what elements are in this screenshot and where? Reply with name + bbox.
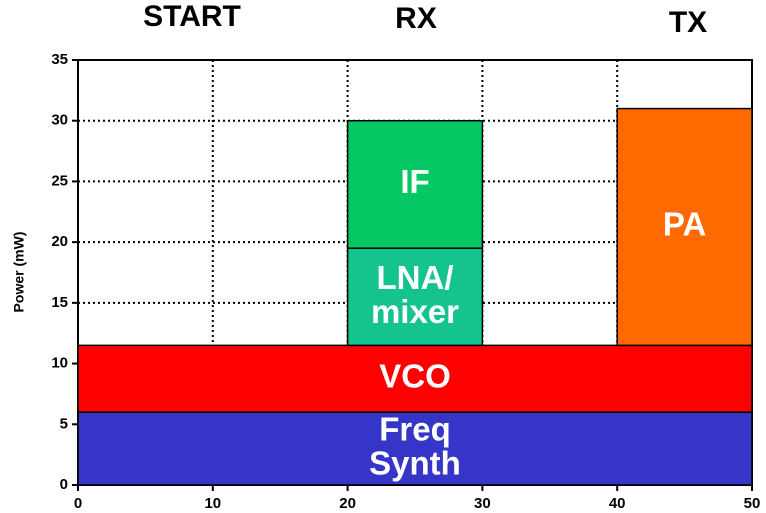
y-tick-label: 5: [60, 415, 68, 432]
y-tick-label: 30: [51, 112, 68, 129]
y-tick-label: 20: [51, 233, 68, 250]
x-tick-label: 40: [609, 495, 626, 512]
y-tick-label: 25: [51, 172, 68, 189]
block: [616, 107, 753, 347]
y-tick-label: 35: [51, 51, 68, 68]
x-tick-label: 10: [204, 495, 221, 512]
phase-label: RX: [395, 2, 437, 35]
y-tick-label: 0: [60, 476, 68, 493]
phase-label: TX: [669, 6, 707, 39]
x-tick-label: 50: [744, 495, 761, 512]
block-label: PA: [663, 206, 706, 243]
block-label-line: LNA/: [377, 259, 454, 296]
block: [77, 344, 753, 413]
x-tick-label: 30: [474, 495, 491, 512]
y-tick-label: 10: [51, 355, 68, 372]
y-tick-label: 15: [51, 294, 68, 311]
block-label: LNA/mixer: [371, 259, 459, 330]
block-label: VCO: [379, 357, 451, 394]
block-label-line: Synth: [369, 444, 461, 481]
block-label: Freq Synth: [369, 410, 461, 481]
block: [346, 119, 484, 249]
y-axis-label: Power (mW): [11, 232, 27, 313]
phase-label: START: [143, 0, 241, 33]
x-tick-label: 0: [74, 495, 82, 512]
block: [346, 247, 484, 347]
block: [77, 411, 753, 486]
block-label-line: mixer: [371, 293, 459, 330]
x-tick-label: 20: [339, 495, 356, 512]
block-label-line: Freq: [379, 410, 451, 447]
block-label: IF: [400, 163, 429, 200]
